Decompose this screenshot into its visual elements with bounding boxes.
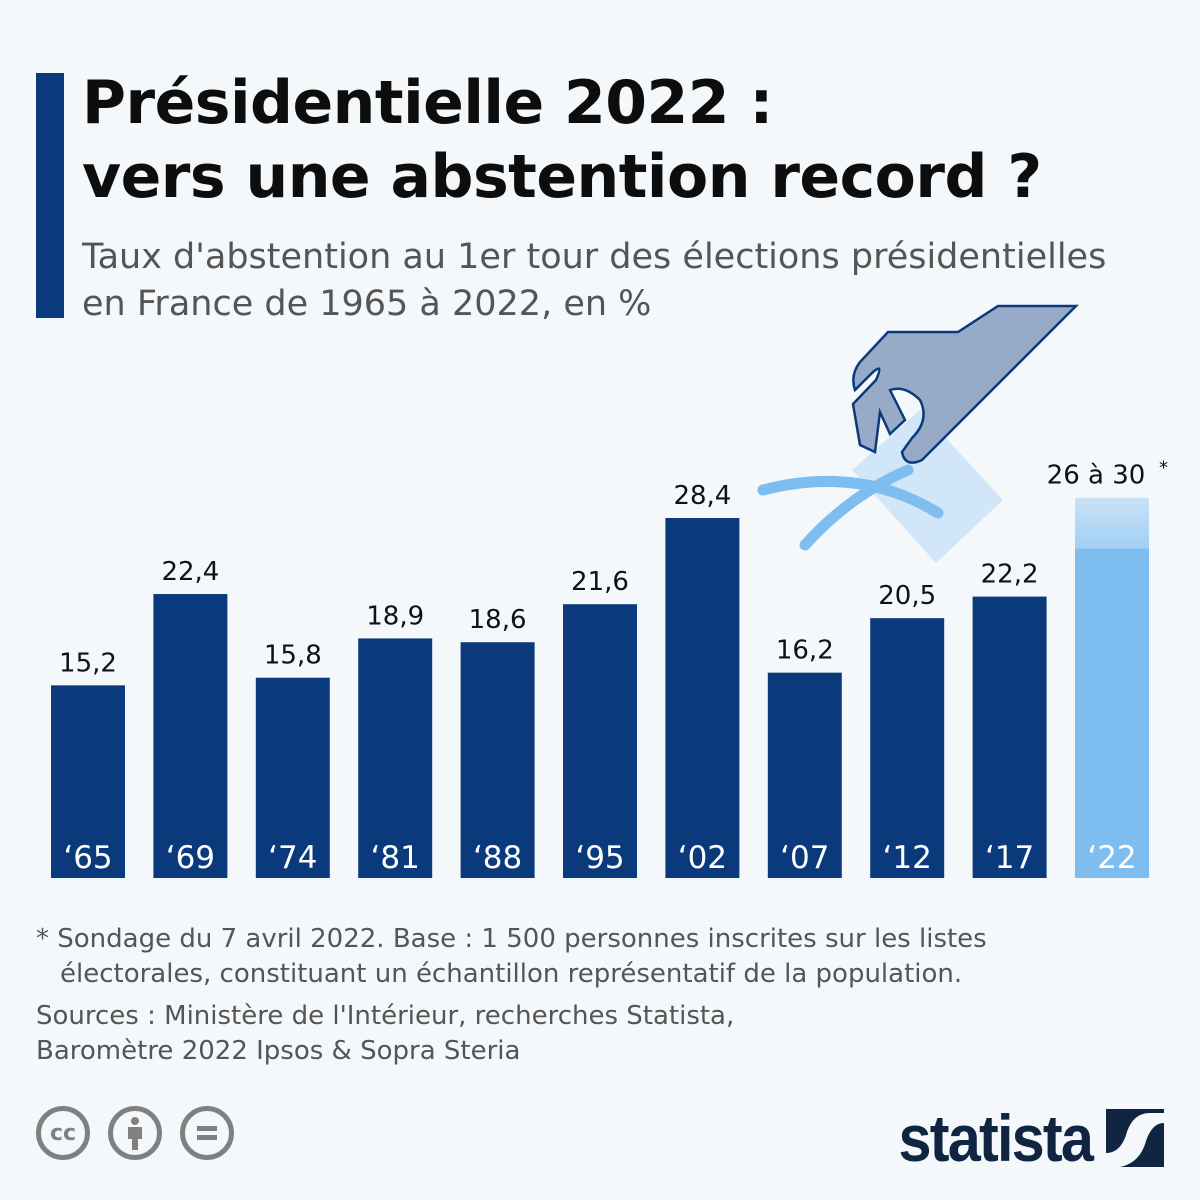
ballot-stroke-1 — [757, 475, 944, 519]
statista-logo[interactable]: statista — [877, 1100, 1164, 1176]
data-label: 20,5 — [878, 581, 936, 611]
statista-logo-icon — [1106, 1109, 1164, 1167]
x-tick-label: ‘95 — [575, 840, 624, 876]
title-line-1: Présidentielle 2022 : — [82, 68, 773, 138]
data-label: 15,8 — [264, 641, 322, 671]
bar-range-uncertainty — [1075, 497, 1149, 549]
bar — [255, 677, 330, 878]
data-label: 21,6 — [571, 567, 629, 597]
x-tick-label: ‘69 — [166, 840, 215, 876]
sources-line-2: Baromètre 2022 Ipsos & Sopra Steria — [36, 1036, 521, 1066]
x-tick-label: ‘65 — [63, 840, 112, 876]
data-label: 18,6 — [469, 605, 527, 635]
hand-icon — [851, 304, 1080, 464]
subtitle-line-2: en France de 1965 à 2022, en % — [82, 284, 652, 324]
ballot-hand-illustration — [757, 304, 1080, 563]
data-label: 28,4 — [673, 481, 731, 511]
subtitle: Taux d'abstention au 1er tour des électi… — [82, 234, 1106, 328]
data-label: 16,2 — [776, 636, 834, 666]
data-label: 22,4 — [161, 557, 219, 587]
bar-chart: 15,2 ‘65 22,4 ‘69 15,8 ‘74 18,9 ‘81 18,6 ‘88 21,6 ‘… — [51, 304, 1168, 878]
x-tick-label: ‘07 — [780, 840, 829, 876]
ballot-paper — [852, 410, 1003, 563]
x-tick-label: ‘17 — [985, 840, 1034, 876]
data-label: 18,9 — [366, 601, 424, 631]
data-label: 15,2 — [59, 648, 117, 678]
x-tick-label: ‘81 — [371, 840, 420, 876]
page-title: Présidentielle 2022 : vers une abstentio… — [82, 66, 1042, 214]
title-line-2: vers une abstention record ? — [82, 142, 1042, 212]
x-tick-label: ‘02 — [678, 840, 727, 876]
footnote-marker: * — [1159, 458, 1168, 479]
bar — [870, 618, 945, 878]
bar — [767, 672, 842, 878]
sources: Sources : Ministère de l'Intérieur, rech… — [36, 999, 734, 1069]
bar — [153, 594, 228, 878]
bar-projection — [1075, 548, 1149, 878]
bar — [460, 642, 535, 878]
data-label: 26 à 30 — [1047, 461, 1146, 491]
bar — [665, 518, 740, 878]
bar — [563, 604, 637, 878]
x-tick-label: ‘12 — [883, 840, 932, 876]
x-tick-label: ‘88 — [473, 840, 522, 876]
footnote: * Sondage du 7 avril 2022. Base : 1 500 … — [36, 922, 987, 992]
no-derivatives-icon[interactable] — [180, 1106, 234, 1160]
footnote-line-1: * Sondage du 7 avril 2022. Base : 1 500 … — [36, 924, 987, 954]
cc-icon[interactable]: cc — [36, 1106, 90, 1160]
sources-line-1: Sources : Ministère de l'Intérieur, rech… — [36, 1001, 735, 1031]
bar — [51, 685, 125, 878]
footnote-line-2: électorales, constituant un échantillon … — [60, 959, 963, 989]
bar — [358, 638, 433, 878]
x-tick-label: ‘22 — [1087, 840, 1136, 876]
x-tick-label: ‘74 — [268, 840, 317, 876]
ballot-stroke-2 — [799, 464, 914, 551]
subtitle-line-1: Taux d'abstention au 1er tour des électi… — [82, 237, 1107, 277]
brand-name: statista — [898, 1101, 1093, 1175]
bar — [972, 596, 1047, 878]
attribution-icon[interactable] — [108, 1106, 162, 1160]
data-label: 22,2 — [981, 560, 1039, 590]
title-accent-bar — [36, 73, 64, 318]
